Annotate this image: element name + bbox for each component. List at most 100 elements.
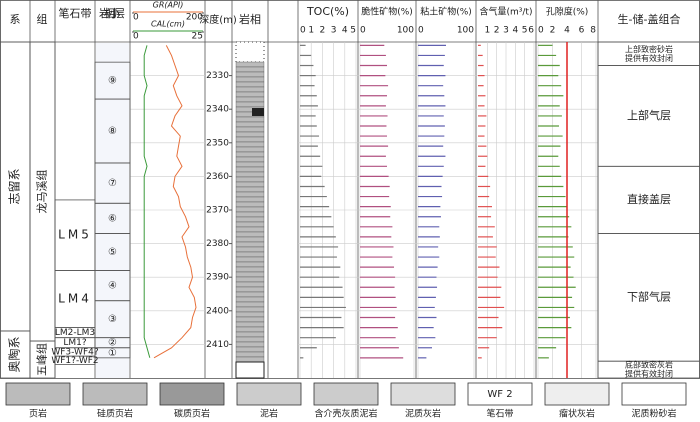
lith-band bbox=[235, 81, 265, 88]
header: 系 bbox=[10, 13, 21, 26]
lith-band bbox=[235, 326, 265, 333]
lith-band bbox=[235, 206, 265, 213]
lith-band bbox=[235, 306, 265, 313]
legend-label: 瘤状灰岩 bbox=[559, 408, 595, 420]
lith-band bbox=[235, 351, 265, 358]
depth-tick-label: 2330 bbox=[206, 71, 229, 81]
combo-label: 底部致密灰岩 bbox=[625, 360, 673, 370]
legend-swatch bbox=[467, 382, 533, 406]
lith-band bbox=[235, 216, 265, 223]
lith-band bbox=[235, 311, 265, 318]
legend-label: 笔石带 bbox=[486, 408, 513, 420]
combo-label: 下部气层 bbox=[627, 289, 671, 303]
graptolite_zones-label: LM1? bbox=[63, 338, 87, 348]
sublayers-label: ⑨ bbox=[108, 76, 117, 87]
lith-band bbox=[235, 146, 265, 153]
track-tick-label: 6 bbox=[579, 26, 585, 36]
lith-band bbox=[235, 266, 265, 273]
lith-band bbox=[235, 211, 265, 218]
track-tick-label: 2 bbox=[320, 26, 326, 36]
lith-band bbox=[235, 86, 265, 93]
sublayers-label: ④ bbox=[108, 281, 117, 292]
lith-band bbox=[235, 71, 265, 78]
legend-swatch bbox=[544, 382, 610, 406]
header: 孔隙度(%) bbox=[546, 6, 589, 18]
track-tick-label: 0 bbox=[418, 26, 424, 36]
header: CAL(cm) bbox=[151, 20, 185, 29]
header: 岩相 bbox=[239, 12, 261, 26]
track-tick-label: 6 bbox=[528, 26, 534, 36]
combo-label: 上部致密砂岩 bbox=[625, 44, 673, 54]
lith-band bbox=[235, 166, 265, 173]
lith-band bbox=[235, 151, 265, 158]
legend-swatch bbox=[390, 382, 456, 406]
legend-swatch bbox=[159, 382, 225, 406]
lith-band bbox=[235, 286, 265, 293]
lith-band bbox=[235, 76, 265, 83]
lith-band bbox=[235, 161, 265, 168]
lith-band bbox=[235, 176, 265, 183]
header: 脆性矿物(%) bbox=[361, 6, 413, 18]
lith-band bbox=[235, 301, 265, 308]
lith-band bbox=[235, 96, 265, 103]
track-tick-label: 1 bbox=[484, 26, 490, 36]
legend-box-label: WF 2 bbox=[487, 389, 512, 400]
lith-band bbox=[235, 226, 265, 233]
legend-label: 泥质粉砂岩 bbox=[631, 408, 676, 420]
graptolite_zones-label: LM2-LM3 bbox=[55, 328, 95, 338]
header: 岩相小层 bbox=[99, 6, 125, 20]
legend-label: 泥质灰岩 bbox=[405, 408, 441, 420]
lith-band bbox=[235, 281, 265, 288]
sublayers-box bbox=[94, 347, 131, 359]
track-tick-label: 0 bbox=[360, 26, 366, 36]
track-tick-label: 4 bbox=[564, 26, 570, 36]
lith-dark bbox=[252, 108, 264, 116]
lith-band bbox=[235, 346, 265, 353]
lith-band bbox=[235, 181, 265, 188]
legend-swatch bbox=[313, 382, 379, 406]
track-tick-label: 5 bbox=[350, 26, 356, 36]
lith-band bbox=[235, 271, 265, 278]
lith-band bbox=[235, 126, 265, 133]
depth-tick-label: 2360 bbox=[206, 172, 229, 182]
track-tick-label: 2 bbox=[550, 26, 556, 36]
lith-band bbox=[235, 261, 265, 268]
track-tick-label: 0 bbox=[133, 13, 139, 23]
lith-band bbox=[235, 101, 265, 108]
sublayers-label: ⑥ bbox=[108, 213, 117, 224]
lith-band bbox=[235, 221, 265, 228]
lith-band bbox=[235, 141, 265, 148]
lith-band bbox=[235, 131, 265, 138]
track-tick-label: 1 bbox=[308, 26, 314, 36]
lith-band bbox=[235, 356, 265, 363]
sublayers-label: ⑧ bbox=[108, 126, 117, 137]
track-tick-label: 0 bbox=[133, 32, 139, 42]
lith-band bbox=[235, 336, 265, 343]
sublayers-label: ⑦ bbox=[108, 178, 117, 189]
track-tick-label: 3 bbox=[503, 26, 509, 36]
systems-label: 志留系 bbox=[8, 168, 22, 204]
header: 组 bbox=[37, 12, 48, 26]
lith-band bbox=[235, 256, 265, 263]
legend-swatch bbox=[621, 382, 687, 406]
gr-curve bbox=[153, 45, 197, 359]
lith-band bbox=[235, 296, 265, 303]
lith-band bbox=[235, 61, 265, 68]
track-tick-label: 3 bbox=[331, 26, 337, 36]
systems-label: 奥陶系 bbox=[7, 336, 22, 372]
legend-label: 碳质页岩 bbox=[174, 408, 210, 420]
depth-tick-label: 2370 bbox=[206, 206, 229, 216]
graptolite_zones-label: LM5 bbox=[58, 228, 92, 242]
cal-curve bbox=[143, 45, 151, 358]
lith-band bbox=[235, 231, 265, 238]
lith-band bbox=[235, 156, 265, 163]
lith-band bbox=[235, 121, 265, 128]
legend-label: 硅质页岩 bbox=[97, 408, 133, 420]
track-tick-label: 0 bbox=[538, 26, 544, 36]
graptolite_zones-label: WF3-WF4? bbox=[51, 347, 98, 357]
track-tick-label: 25 bbox=[192, 32, 203, 42]
header: 深度(m) bbox=[199, 13, 237, 26]
legend-swatch bbox=[82, 382, 148, 406]
legend-label: 含介壳灰质泥岩 bbox=[314, 408, 377, 420]
legend-swatch bbox=[5, 382, 71, 406]
